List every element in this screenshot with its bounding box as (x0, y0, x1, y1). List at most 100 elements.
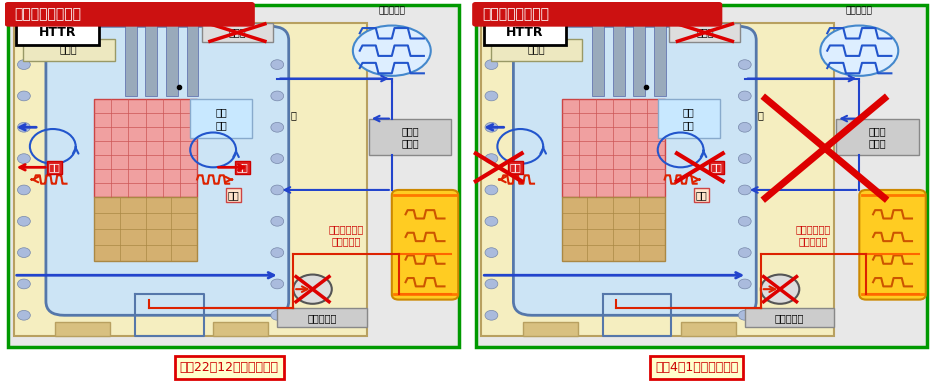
Text: HTTR: HTTR (506, 26, 543, 39)
FancyBboxPatch shape (55, 322, 110, 336)
FancyBboxPatch shape (612, 9, 625, 96)
Circle shape (271, 310, 283, 320)
FancyBboxPatch shape (859, 190, 926, 300)
Text: 制御棒: 制御棒 (228, 28, 246, 38)
Text: 炉心流量喪失試験: 炉心流量喪失試験 (15, 7, 81, 21)
FancyBboxPatch shape (592, 9, 604, 96)
FancyBboxPatch shape (669, 23, 741, 42)
Circle shape (485, 310, 497, 320)
Circle shape (271, 279, 283, 289)
Text: 輻射: 輻射 (228, 190, 239, 200)
Text: 除熱: 除熱 (711, 162, 722, 172)
FancyBboxPatch shape (213, 322, 268, 336)
Text: ガス循環機: ガス循環機 (774, 313, 804, 323)
Circle shape (761, 275, 799, 304)
Circle shape (294, 275, 332, 304)
Text: 平成22年12月の試験条件: 平成22年12月の試験条件 (180, 361, 279, 374)
FancyBboxPatch shape (476, 5, 927, 347)
Circle shape (18, 216, 30, 226)
Text: 大気へ放散: 大気へ放散 (379, 6, 405, 15)
Text: ガス循環機: ガス循環機 (307, 313, 337, 323)
Text: 炉容器
冷却系: 炉容器 冷却系 (401, 126, 419, 148)
Circle shape (485, 279, 497, 289)
Text: 除熱: 除熱 (49, 162, 60, 172)
FancyBboxPatch shape (14, 23, 367, 336)
Text: 自然
対流: 自然 対流 (683, 107, 695, 130)
Circle shape (18, 279, 30, 289)
FancyBboxPatch shape (16, 20, 98, 45)
FancyBboxPatch shape (23, 39, 115, 61)
Text: 炉容器
冷却系: 炉容器 冷却系 (869, 126, 886, 148)
Circle shape (271, 60, 283, 70)
FancyBboxPatch shape (513, 26, 756, 315)
Text: 自然
対流: 自然 対流 (215, 107, 227, 130)
Text: 除熱: 除熱 (237, 162, 248, 172)
Circle shape (739, 279, 751, 289)
FancyBboxPatch shape (657, 100, 720, 138)
FancyBboxPatch shape (94, 100, 197, 197)
Circle shape (739, 185, 751, 195)
Text: 除熱: 除熱 (510, 162, 521, 172)
Circle shape (739, 60, 751, 70)
Ellipse shape (820, 26, 899, 76)
Text: 炉心冷却喪失試験: 炉心冷却喪失試験 (482, 7, 549, 21)
Circle shape (485, 123, 497, 132)
Circle shape (739, 310, 751, 320)
FancyBboxPatch shape (745, 308, 834, 328)
FancyBboxPatch shape (633, 9, 645, 96)
Circle shape (485, 248, 497, 258)
Text: HTTR: HTTR (38, 26, 76, 39)
Circle shape (18, 248, 30, 258)
Circle shape (739, 248, 751, 258)
Circle shape (271, 216, 283, 226)
Circle shape (18, 185, 30, 195)
FancyBboxPatch shape (8, 5, 459, 347)
FancyBboxPatch shape (562, 197, 665, 261)
Text: 大気へ放散: 大気へ放散 (846, 6, 872, 15)
Circle shape (485, 91, 497, 101)
Circle shape (271, 248, 283, 258)
Circle shape (485, 185, 497, 195)
Circle shape (18, 123, 30, 132)
Circle shape (271, 91, 283, 101)
Text: 一次ヘリウム
ガス冷却材: 一次ヘリウム ガス冷却材 (328, 224, 364, 246)
FancyBboxPatch shape (46, 26, 289, 315)
Circle shape (271, 154, 283, 163)
Text: 炉容器: 炉容器 (527, 45, 545, 54)
Text: 一次ヘリウム
ガス冷却材: 一次ヘリウム ガス冷却材 (796, 224, 831, 246)
FancyBboxPatch shape (837, 119, 919, 155)
FancyBboxPatch shape (562, 100, 665, 197)
Circle shape (485, 216, 497, 226)
Text: 水: 水 (758, 110, 764, 120)
FancyBboxPatch shape (472, 2, 723, 27)
FancyBboxPatch shape (369, 119, 452, 155)
Ellipse shape (352, 26, 431, 76)
Circle shape (739, 216, 751, 226)
FancyBboxPatch shape (523, 322, 578, 336)
Circle shape (739, 91, 751, 101)
FancyBboxPatch shape (94, 197, 197, 261)
Text: 水: 水 (291, 110, 296, 120)
FancyBboxPatch shape (491, 39, 583, 61)
FancyBboxPatch shape (187, 9, 198, 96)
Text: 令和4年1月の試験条件: 令和4年1月の試験条件 (654, 361, 739, 374)
Circle shape (739, 123, 751, 132)
Circle shape (271, 123, 283, 132)
FancyBboxPatch shape (278, 308, 367, 328)
FancyBboxPatch shape (165, 9, 178, 96)
Text: 炉容器: 炉容器 (60, 45, 78, 54)
Circle shape (18, 60, 30, 70)
FancyBboxPatch shape (483, 20, 566, 45)
Circle shape (18, 91, 30, 101)
FancyBboxPatch shape (202, 23, 273, 42)
FancyBboxPatch shape (5, 2, 255, 27)
Circle shape (271, 185, 283, 195)
FancyBboxPatch shape (392, 190, 458, 300)
FancyBboxPatch shape (124, 9, 137, 96)
FancyBboxPatch shape (681, 322, 736, 336)
Text: 制御棒: 制御棒 (696, 28, 713, 38)
FancyBboxPatch shape (482, 23, 834, 336)
Circle shape (18, 310, 30, 320)
FancyBboxPatch shape (145, 9, 157, 96)
Circle shape (485, 154, 497, 163)
